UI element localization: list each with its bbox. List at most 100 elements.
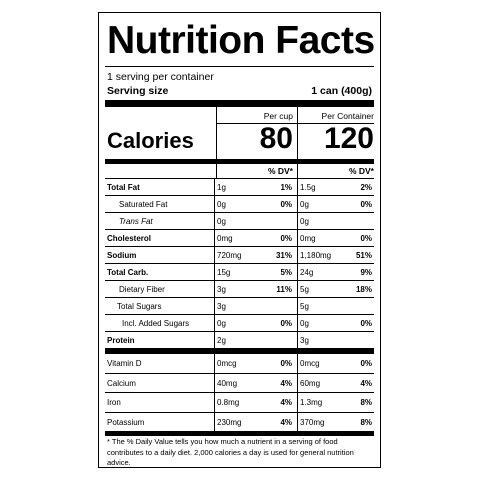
amount-per-cup: 0mg bbox=[217, 234, 233, 243]
calories-per-container: 120 bbox=[323, 122, 374, 155]
table-row: Total Carb. 15g 5% 24g 9% bbox=[105, 264, 374, 281]
amount-per-container: 0g bbox=[300, 217, 309, 226]
amount-per-container: 60mg bbox=[300, 378, 321, 388]
dv-per-container: 0% bbox=[360, 200, 372, 209]
amount-per-container: 5g bbox=[300, 285, 309, 294]
dv-per-cup: 4% bbox=[280, 378, 292, 388]
col-separator bbox=[214, 179, 215, 196]
servings-per-container: 1 serving per container bbox=[107, 71, 214, 83]
nutrient-name: Trans Fat bbox=[119, 217, 153, 226]
dv-per-cup: 31% bbox=[275, 251, 292, 260]
nutrient-name: Total Fat bbox=[107, 183, 140, 192]
amount-per-cup: 230mg bbox=[217, 417, 242, 427]
table-row: Protein 2g 3g bbox=[105, 332, 374, 349]
amount-per-container: 0g bbox=[300, 200, 309, 209]
col-separator bbox=[214, 264, 215, 281]
col-separator bbox=[297, 247, 298, 264]
divider bbox=[105, 66, 374, 67]
amount-per-cup: 2g bbox=[217, 336, 226, 345]
nutrient-name: Protein bbox=[107, 336, 135, 345]
amount-per-container: 24g bbox=[300, 268, 314, 277]
nutrition-label: Nutrition Facts 1 serving per container … bbox=[98, 12, 381, 468]
nutrient-name: Calcium bbox=[107, 378, 136, 388]
table-row: Calcium 40mg 4% 60mg 4% bbox=[105, 373, 374, 393]
dv-per-cup: 5% bbox=[280, 268, 292, 277]
table-row: Potassium 230mg 4% 370mg 8% bbox=[105, 412, 374, 432]
label-title: Nutrition Facts bbox=[107, 19, 375, 62]
dv-per-container: 0% bbox=[360, 234, 372, 243]
nutrient-name: Vitamin D bbox=[107, 359, 142, 368]
col-separator bbox=[297, 315, 298, 332]
col-separator bbox=[297, 264, 298, 281]
dv-per-cup: 0% bbox=[280, 319, 292, 328]
col-separator bbox=[214, 315, 215, 332]
col-separator bbox=[297, 179, 298, 196]
table-row: Total Fat 1g 1% 1.5g 2% bbox=[105, 179, 374, 196]
serving-size-label: Serving size bbox=[107, 85, 169, 97]
amount-per-container: 5g bbox=[300, 302, 309, 311]
serving-size-value: 1 can (400g) bbox=[311, 85, 372, 97]
thick-divider bbox=[105, 432, 374, 436]
table-row: Iron 0.8mg 4% 1.3mg 8% bbox=[105, 393, 374, 413]
col-separator bbox=[297, 354, 298, 374]
nutrient-name: Iron bbox=[107, 398, 121, 407]
amount-per-container: 3g bbox=[300, 336, 309, 345]
col-separator bbox=[297, 373, 298, 393]
amount-per-cup: 0.8mg bbox=[217, 398, 240, 407]
dv-per-cup: 1% bbox=[280, 183, 292, 192]
col-separator bbox=[297, 213, 298, 230]
amount-per-container: 370mg bbox=[300, 417, 325, 427]
col-separator bbox=[214, 332, 215, 349]
table-row: Total Sugars 3g 5g bbox=[105, 298, 374, 315]
nutrient-name: Total Carb. bbox=[107, 268, 149, 277]
dv-per-cup: 4% bbox=[280, 417, 292, 427]
col-separator bbox=[297, 230, 298, 247]
col-separator bbox=[297, 298, 298, 315]
dv-per-cup: 0% bbox=[280, 359, 292, 368]
amount-per-cup: 40mg bbox=[217, 378, 238, 388]
dv-per-container: 8% bbox=[360, 398, 372, 407]
nutrient-name: Sodium bbox=[107, 251, 137, 260]
col-separator bbox=[297, 393, 298, 413]
amount-per-cup: 720mg bbox=[217, 251, 242, 260]
col-separator bbox=[297, 196, 298, 213]
dv-per-cup: 0% bbox=[280, 234, 292, 243]
col-separator bbox=[214, 393, 215, 413]
dv-per-cup: 4% bbox=[280, 398, 292, 407]
amount-per-container: 0mcg bbox=[300, 359, 320, 368]
col-separator bbox=[297, 107, 298, 178]
amount-per-cup: 3g bbox=[217, 285, 226, 294]
amount-per-cup: 0g bbox=[217, 217, 226, 226]
divider bbox=[216, 123, 374, 124]
dv-per-container: 0% bbox=[360, 359, 372, 368]
footnote: * The % Daily Value tells you how much a… bbox=[107, 437, 354, 467]
amount-per-cup: 3g bbox=[217, 302, 226, 311]
col-separator bbox=[297, 412, 298, 432]
amount-per-container: 1.5g bbox=[300, 183, 316, 192]
calories-label: Calories bbox=[107, 128, 194, 153]
col-separator bbox=[214, 247, 215, 264]
col-separator bbox=[214, 281, 215, 298]
amount-per-cup: 15g bbox=[217, 268, 231, 277]
amount-per-container: 0mg bbox=[300, 234, 316, 243]
dv-per-container: 9% bbox=[360, 268, 372, 277]
dv-header-cup: % DV* bbox=[267, 166, 293, 176]
amount-per-cup: 0mcg bbox=[217, 359, 237, 368]
col-separator bbox=[214, 412, 215, 432]
table-row: Saturated Fat 0g 0% 0g 0% bbox=[105, 196, 374, 213]
col-separator bbox=[214, 230, 215, 247]
col-separator bbox=[214, 373, 215, 393]
dv-per-container: 4% bbox=[360, 378, 372, 388]
col-separator bbox=[214, 213, 215, 230]
dv-per-cup: 0% bbox=[280, 200, 292, 209]
calories-per-cup: 80 bbox=[259, 122, 293, 155]
dv-per-container: 51% bbox=[355, 251, 372, 260]
amount-per-container: 1,180mg bbox=[300, 251, 332, 260]
col-separator bbox=[214, 298, 215, 315]
table-row: Sodium 720mg 31% 1,180mg 51% bbox=[105, 247, 374, 264]
nutrient-name: Incl. Added Sugars bbox=[122, 319, 190, 328]
nutrient-name: Cholesterol bbox=[107, 234, 152, 243]
dv-per-container: 0% bbox=[360, 319, 372, 328]
divider bbox=[105, 178, 374, 179]
amount-per-cup: 0g bbox=[217, 200, 226, 209]
